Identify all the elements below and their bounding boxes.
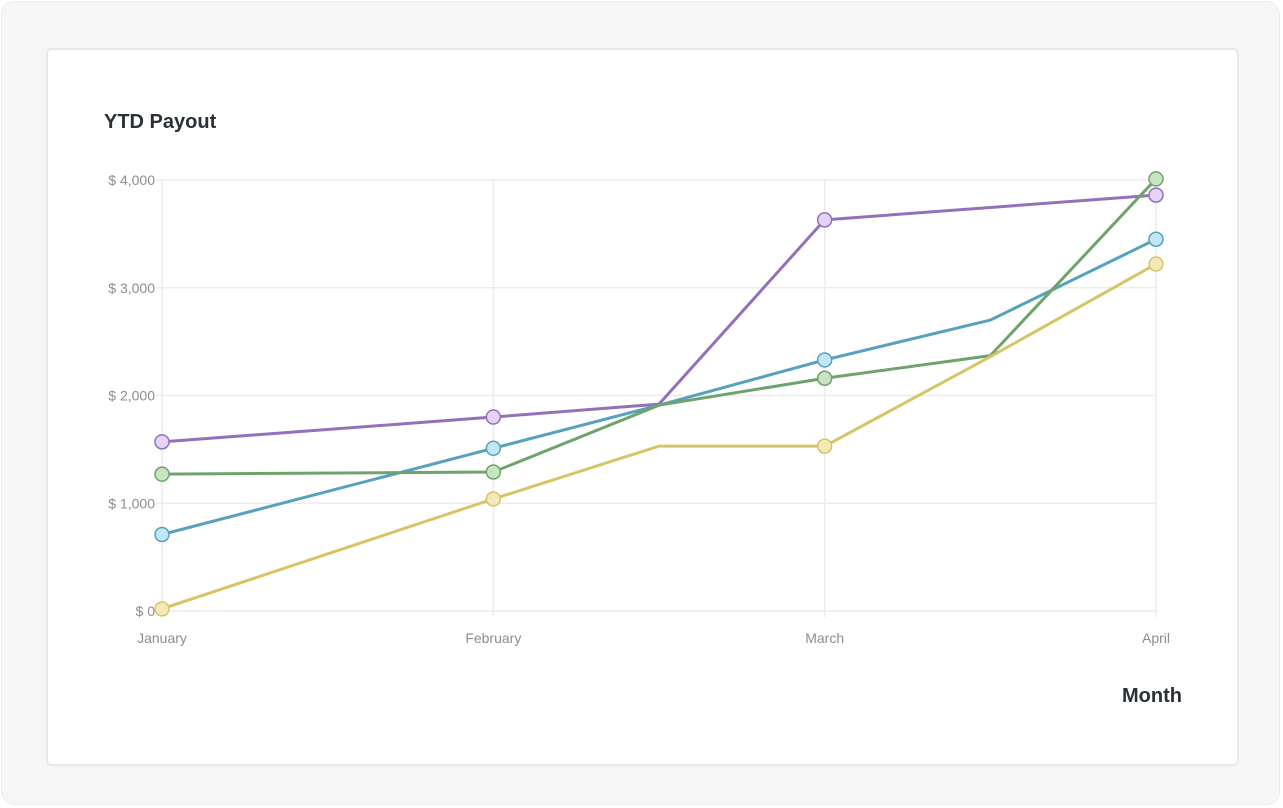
x-axis-label: Month bbox=[1122, 685, 1182, 707]
x-tick-label: February bbox=[465, 630, 521, 646]
data-point-series-3[interactable] bbox=[1148, 171, 1164, 187]
x-tick-label: January bbox=[137, 630, 187, 646]
series-line-3 bbox=[160, 177, 1158, 476]
series-group bbox=[154, 171, 1164, 617]
series-line-2 bbox=[160, 237, 1158, 536]
y-tick-label: $ 0 bbox=[136, 603, 156, 619]
data-point-series-2[interactable] bbox=[485, 440, 502, 457]
y-tick-label: $ 2,000 bbox=[108, 388, 155, 404]
x-axis-ticks: January February March April bbox=[137, 630, 1170, 646]
y-tick-label: $ 1,000 bbox=[108, 495, 155, 511]
data-point-series-2[interactable] bbox=[154, 526, 170, 543]
data-point-series-2[interactable] bbox=[816, 352, 833, 368]
y-tick-label: $ 4,000 bbox=[108, 172, 155, 188]
data-point-series-4[interactable] bbox=[1148, 256, 1164, 272]
x-tick-label: April bbox=[1142, 630, 1170, 646]
chart-card: YTD Payout $ 0 $ 1,000 $ 2,000 $ 3,000 $ 4,0… bbox=[46, 48, 1239, 766]
data-point-series-1[interactable] bbox=[816, 212, 833, 228]
data-point-series-3[interactable] bbox=[154, 466, 170, 482]
data-point-series-3[interactable] bbox=[816, 370, 833, 387]
data-point-series-1[interactable] bbox=[154, 434, 170, 450]
data-point-series-1[interactable] bbox=[485, 409, 502, 425]
y-axis-ticks: $ 0 $ 1,000 $ 2,000 $ 3,000 $ 4,000 bbox=[108, 172, 155, 619]
series-line-4 bbox=[160, 262, 1158, 611]
x-tick-label: March bbox=[805, 630, 844, 646]
data-point-series-4[interactable] bbox=[816, 438, 833, 454]
data-point-series-3[interactable] bbox=[485, 464, 502, 480]
grid-lines bbox=[156, 179, 1157, 617]
line-chart: YTD Payout $ 0 $ 1,000 $ 2,000 $ 3,000 $ 4,0… bbox=[104, 111, 1182, 707]
y-tick-label: $ 3,000 bbox=[108, 280, 155, 296]
chart-title: YTD Payout bbox=[104, 111, 217, 133]
data-point-series-2[interactable] bbox=[1148, 231, 1164, 248]
data-point-series-4[interactable] bbox=[485, 491, 502, 507]
data-point-series-1[interactable] bbox=[1148, 187, 1164, 203]
data-point-series-4[interactable] bbox=[154, 601, 170, 617]
